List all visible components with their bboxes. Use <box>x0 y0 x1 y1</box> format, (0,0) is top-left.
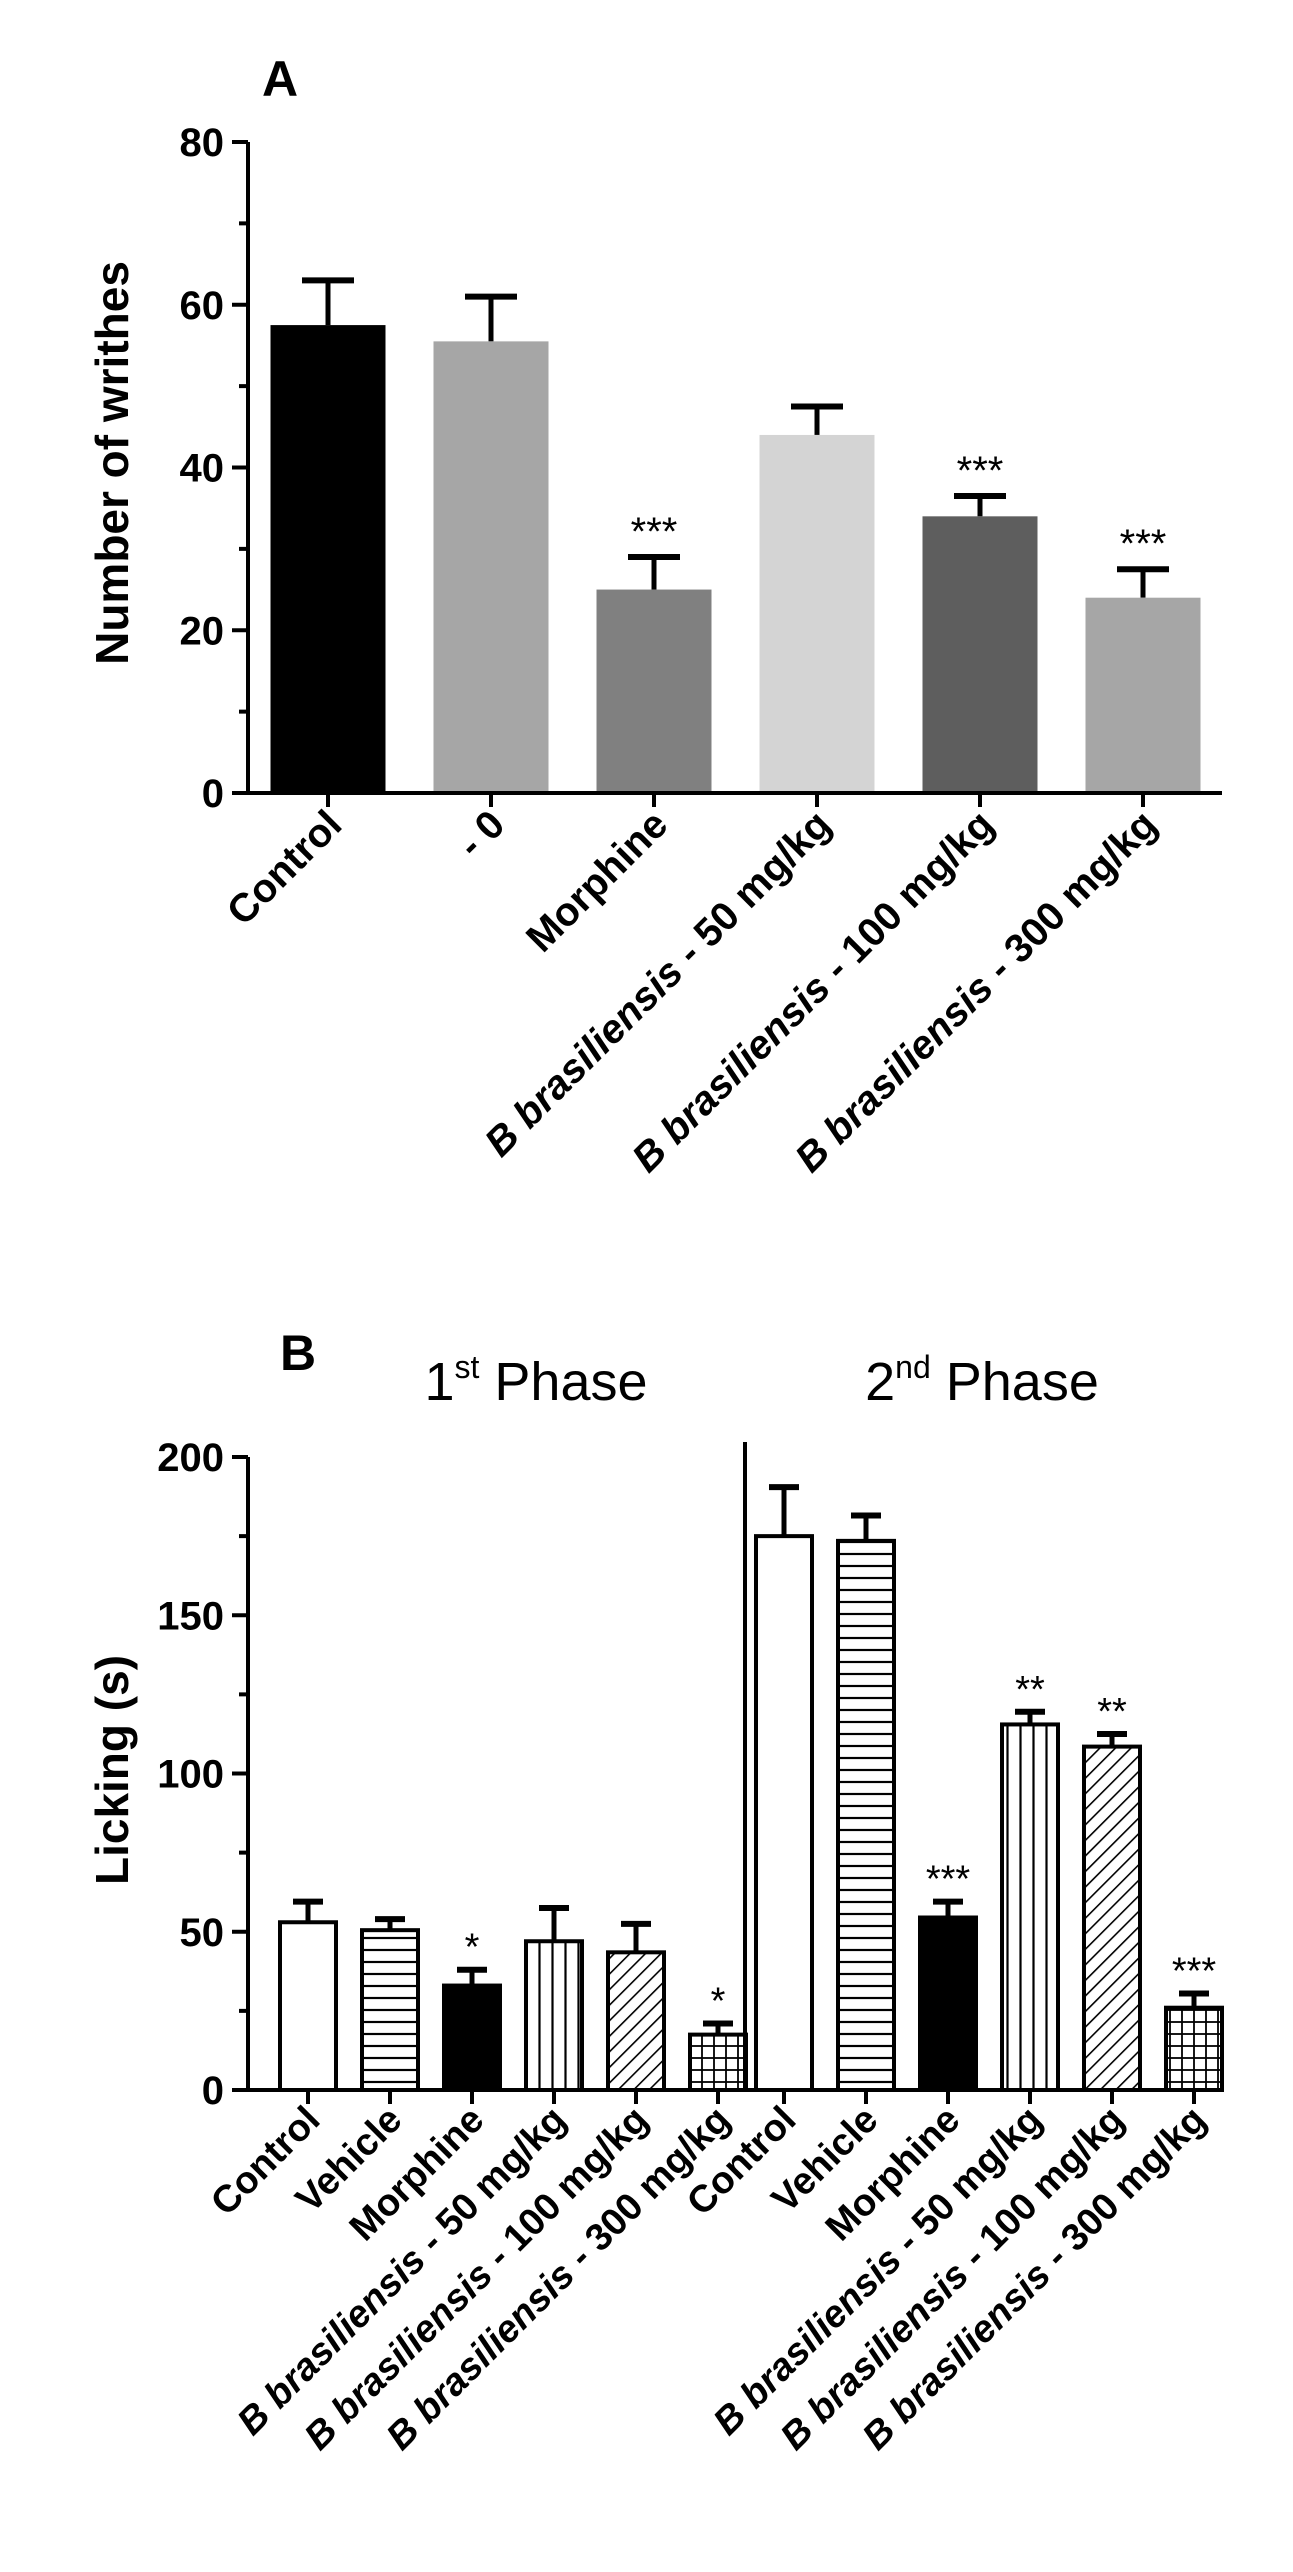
x-tick-label-a: Morphine <box>518 802 676 960</box>
phase-title: 2nd Phase <box>865 1349 1099 1412</box>
bar-b <box>836 1538 896 2093</box>
bar-b <box>688 2032 748 2093</box>
panel-b-label: B <box>280 1325 316 1381</box>
y-tick-label-b: 200 <box>157 1436 224 1480</box>
bar-a <box>922 516 1038 793</box>
significance-marker-b: * <box>711 1981 726 2023</box>
phase-title: 1st Phase <box>424 1349 647 1412</box>
panel-a-label: A <box>262 51 298 107</box>
bar-b <box>524 1939 584 2092</box>
bar-b <box>754 1534 814 2092</box>
y-tick-label-a: 0 <box>202 772 224 816</box>
x-tick-label-a: - 0 <box>449 802 513 866</box>
bar-a <box>433 341 549 793</box>
y-tick-label-b: 0 <box>202 2069 224 2113</box>
bar-b <box>360 1928 420 2092</box>
bar-a <box>596 589 712 793</box>
significance-marker-b: * <box>465 1927 480 1969</box>
x-tick-label-a: Control <box>219 802 351 934</box>
y-tick-label-a: 60 <box>180 284 225 328</box>
y-tick-label-b: 150 <box>157 1594 224 1638</box>
bar-b <box>606 1950 666 2093</box>
panel-b-y-axis-label: Licking (s) <box>86 1655 138 1885</box>
x-tick-label-a: B brasiliensis - 50 mg/kg <box>477 802 840 1165</box>
y-tick-label-a: 40 <box>180 447 225 491</box>
bar-b <box>1082 1744 1142 2093</box>
y-tick-label-a: 20 <box>180 609 225 653</box>
significance-marker-b: ** <box>1015 1669 1045 1711</box>
significance-marker-b: *** <box>1172 1950 1217 1992</box>
bar-b <box>1164 2005 1224 2092</box>
panel-a: A Number of writhes Control - 0 *** Morphi… <box>86 51 1222 1181</box>
y-tick-label-a: 80 <box>180 121 225 165</box>
bar-a <box>270 325 386 793</box>
significance-marker-b: ** <box>1097 1691 1127 1733</box>
bar-b <box>918 1915 978 2092</box>
significance-marker-a: *** <box>957 449 1004 493</box>
significance-marker-a: *** <box>631 510 678 554</box>
bar-a <box>1085 597 1201 793</box>
y-tick-label-b: 100 <box>157 1753 224 1797</box>
y-tick-label-b: 50 <box>180 1911 225 1955</box>
bar-b <box>442 1983 502 2093</box>
bar-b <box>1000 1722 1060 2092</box>
bar-a <box>759 434 875 793</box>
panel-a-y-axis-label: Number of writhes <box>86 261 138 665</box>
bar-b <box>278 1920 338 2092</box>
significance-marker-a: *** <box>1120 522 1167 566</box>
significance-marker-b: *** <box>926 1859 971 1901</box>
